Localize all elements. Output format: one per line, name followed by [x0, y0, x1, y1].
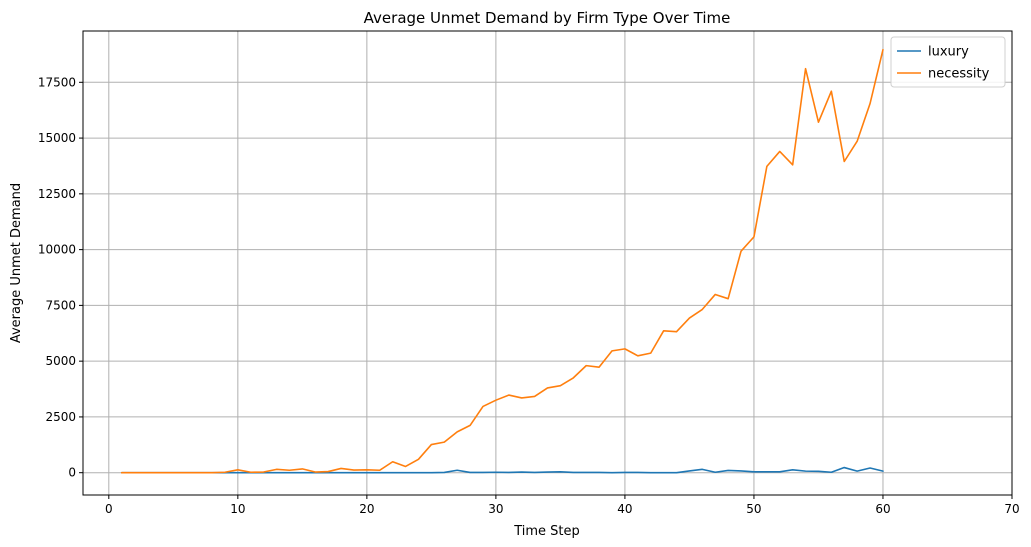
series-line-necessity [120, 48, 884, 474]
legend-box [890, 36, 1006, 88]
series-line-luxury [120, 466, 884, 474]
gridlines [83, 31, 1013, 495]
legend: luxury necessity [890, 36, 1006, 88]
y-axis-title: Average Unmet Demand [9, 183, 24, 343]
x-tick-label: 0 [105, 502, 113, 516]
y-tick-label: 10000 [38, 243, 76, 257]
legend-label-luxury: luxury [928, 45, 969, 60]
x-tick-label: 50 [746, 502, 761, 516]
y-tick-label: 0 [68, 466, 76, 480]
x-tick-label: 70 [1004, 502, 1019, 516]
x-axis-title: Time Step [513, 524, 580, 539]
x-tick-label: 10 [230, 502, 245, 516]
y-tick-label: 2500 [45, 410, 76, 424]
x-tick-label: 40 [617, 502, 632, 516]
y-tick-label: 5000 [45, 354, 76, 368]
x-tick-label: 60 [875, 502, 890, 516]
legend-label-necessity: necessity [928, 67, 990, 82]
y-tick-label: 12500 [38, 187, 76, 201]
y-tick-label: 17500 [38, 75, 76, 89]
data-series [120, 48, 884, 474]
chart-title: Average Unmet Demand by Firm Type Over T… [364, 9, 731, 27]
y-tick-label: 7500 [45, 298, 76, 312]
x-tick-label: 20 [359, 502, 374, 516]
x-tick-label: 30 [488, 502, 503, 516]
plot-frame [82, 30, 1013, 496]
y-tick-label: 15000 [38, 131, 76, 145]
axis-ticks: 0 10 20 30 40 50 60 70 0 2500 5000 7500 10000 12500 15… [38, 75, 1020, 516]
